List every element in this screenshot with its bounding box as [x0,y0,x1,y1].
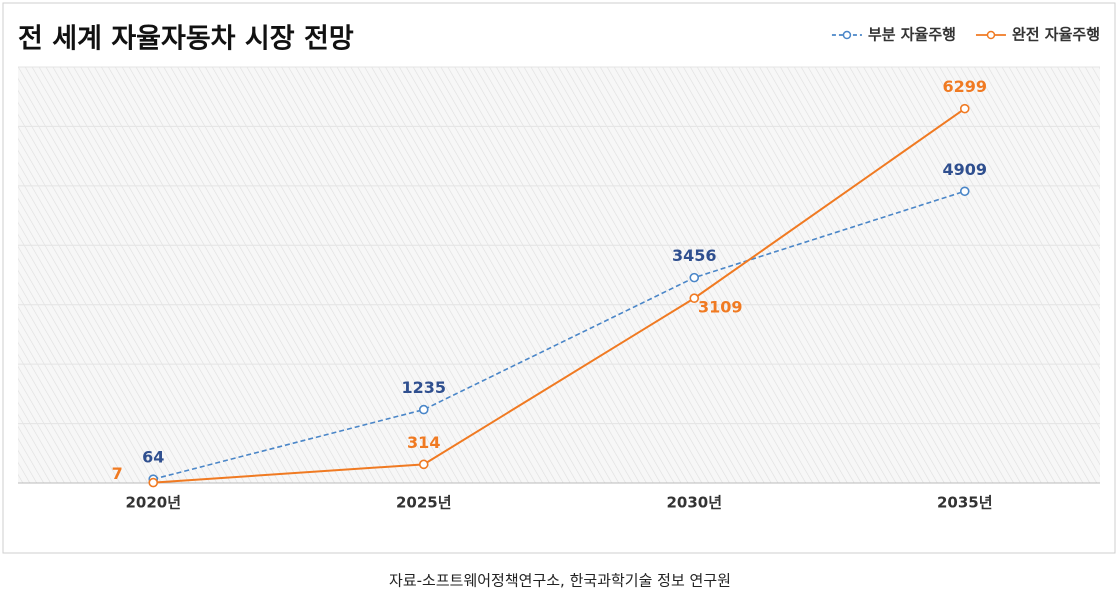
chart-title: 전 세계 자율자동차 시장 전망 [18,24,354,55]
data-label: 3456 [672,246,717,265]
data-label: 7 [112,464,123,483]
data-label: 314 [407,433,440,452]
data-label: 6299 [942,77,987,96]
legend-label: 부분 자율주행 [868,26,956,44]
data-point [959,186,970,197]
data-label: 3109 [698,298,743,317]
data-label: 4909 [942,160,987,179]
legend-marker [986,30,996,40]
data-label: 1235 [401,378,446,397]
series-line [153,107,966,484]
x-tick-label: 2025년 [396,494,452,512]
data-point [689,272,700,283]
data-point [418,404,429,415]
data-point [418,459,429,470]
data-point [959,103,970,114]
x-tick-label: 2035년 [937,494,993,512]
x-tick-label: 2030년 [666,494,722,512]
plot-area [18,67,1100,483]
data-label: 64 [142,448,164,467]
legend-marker [842,30,852,40]
data-point [689,293,700,304]
x-tick-label: 2020년 [125,494,181,512]
source-note: 자료-소프트웨어정책연구소, 한국과학기술 정보 연구원 [389,572,731,590]
legend-label: 완전 자율주행 [1012,26,1100,44]
data-point [148,477,159,488]
series-line [153,190,965,480]
